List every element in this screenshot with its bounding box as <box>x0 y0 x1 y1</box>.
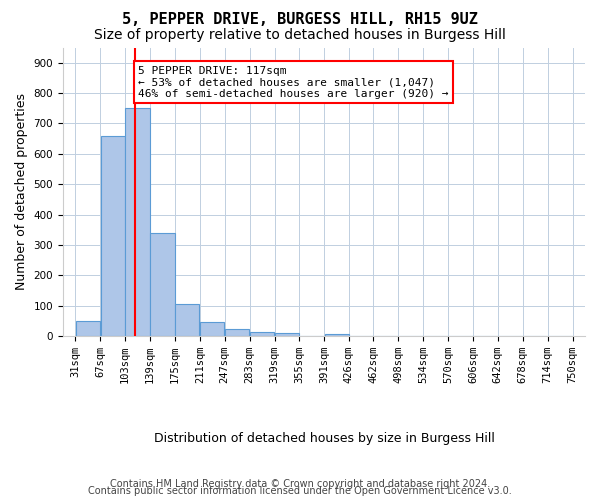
Bar <box>151 233 175 336</box>
Text: Size of property relative to detached houses in Burgess Hill: Size of property relative to detached ho… <box>94 28 506 42</box>
Bar <box>175 304 199 336</box>
Bar <box>275 333 299 336</box>
Text: Contains HM Land Registry data © Crown copyright and database right 2024.: Contains HM Land Registry data © Crown c… <box>110 479 490 489</box>
Bar <box>101 136 125 336</box>
Bar <box>225 330 249 336</box>
Bar <box>325 334 349 336</box>
Bar <box>250 332 274 336</box>
Bar <box>200 322 224 336</box>
Text: Contains public sector information licensed under the Open Government Licence v3: Contains public sector information licen… <box>88 486 512 496</box>
Text: 5 PEPPER DRIVE: 117sqm
← 53% of detached houses are smaller (1,047)
46% of semi-: 5 PEPPER DRIVE: 117sqm ← 53% of detached… <box>138 66 449 99</box>
X-axis label: Distribution of detached houses by size in Burgess Hill: Distribution of detached houses by size … <box>154 432 494 445</box>
Text: 5, PEPPER DRIVE, BURGESS HILL, RH15 9UZ: 5, PEPPER DRIVE, BURGESS HILL, RH15 9UZ <box>122 12 478 28</box>
Bar <box>125 108 149 336</box>
Bar <box>76 321 100 336</box>
Y-axis label: Number of detached properties: Number of detached properties <box>15 94 28 290</box>
